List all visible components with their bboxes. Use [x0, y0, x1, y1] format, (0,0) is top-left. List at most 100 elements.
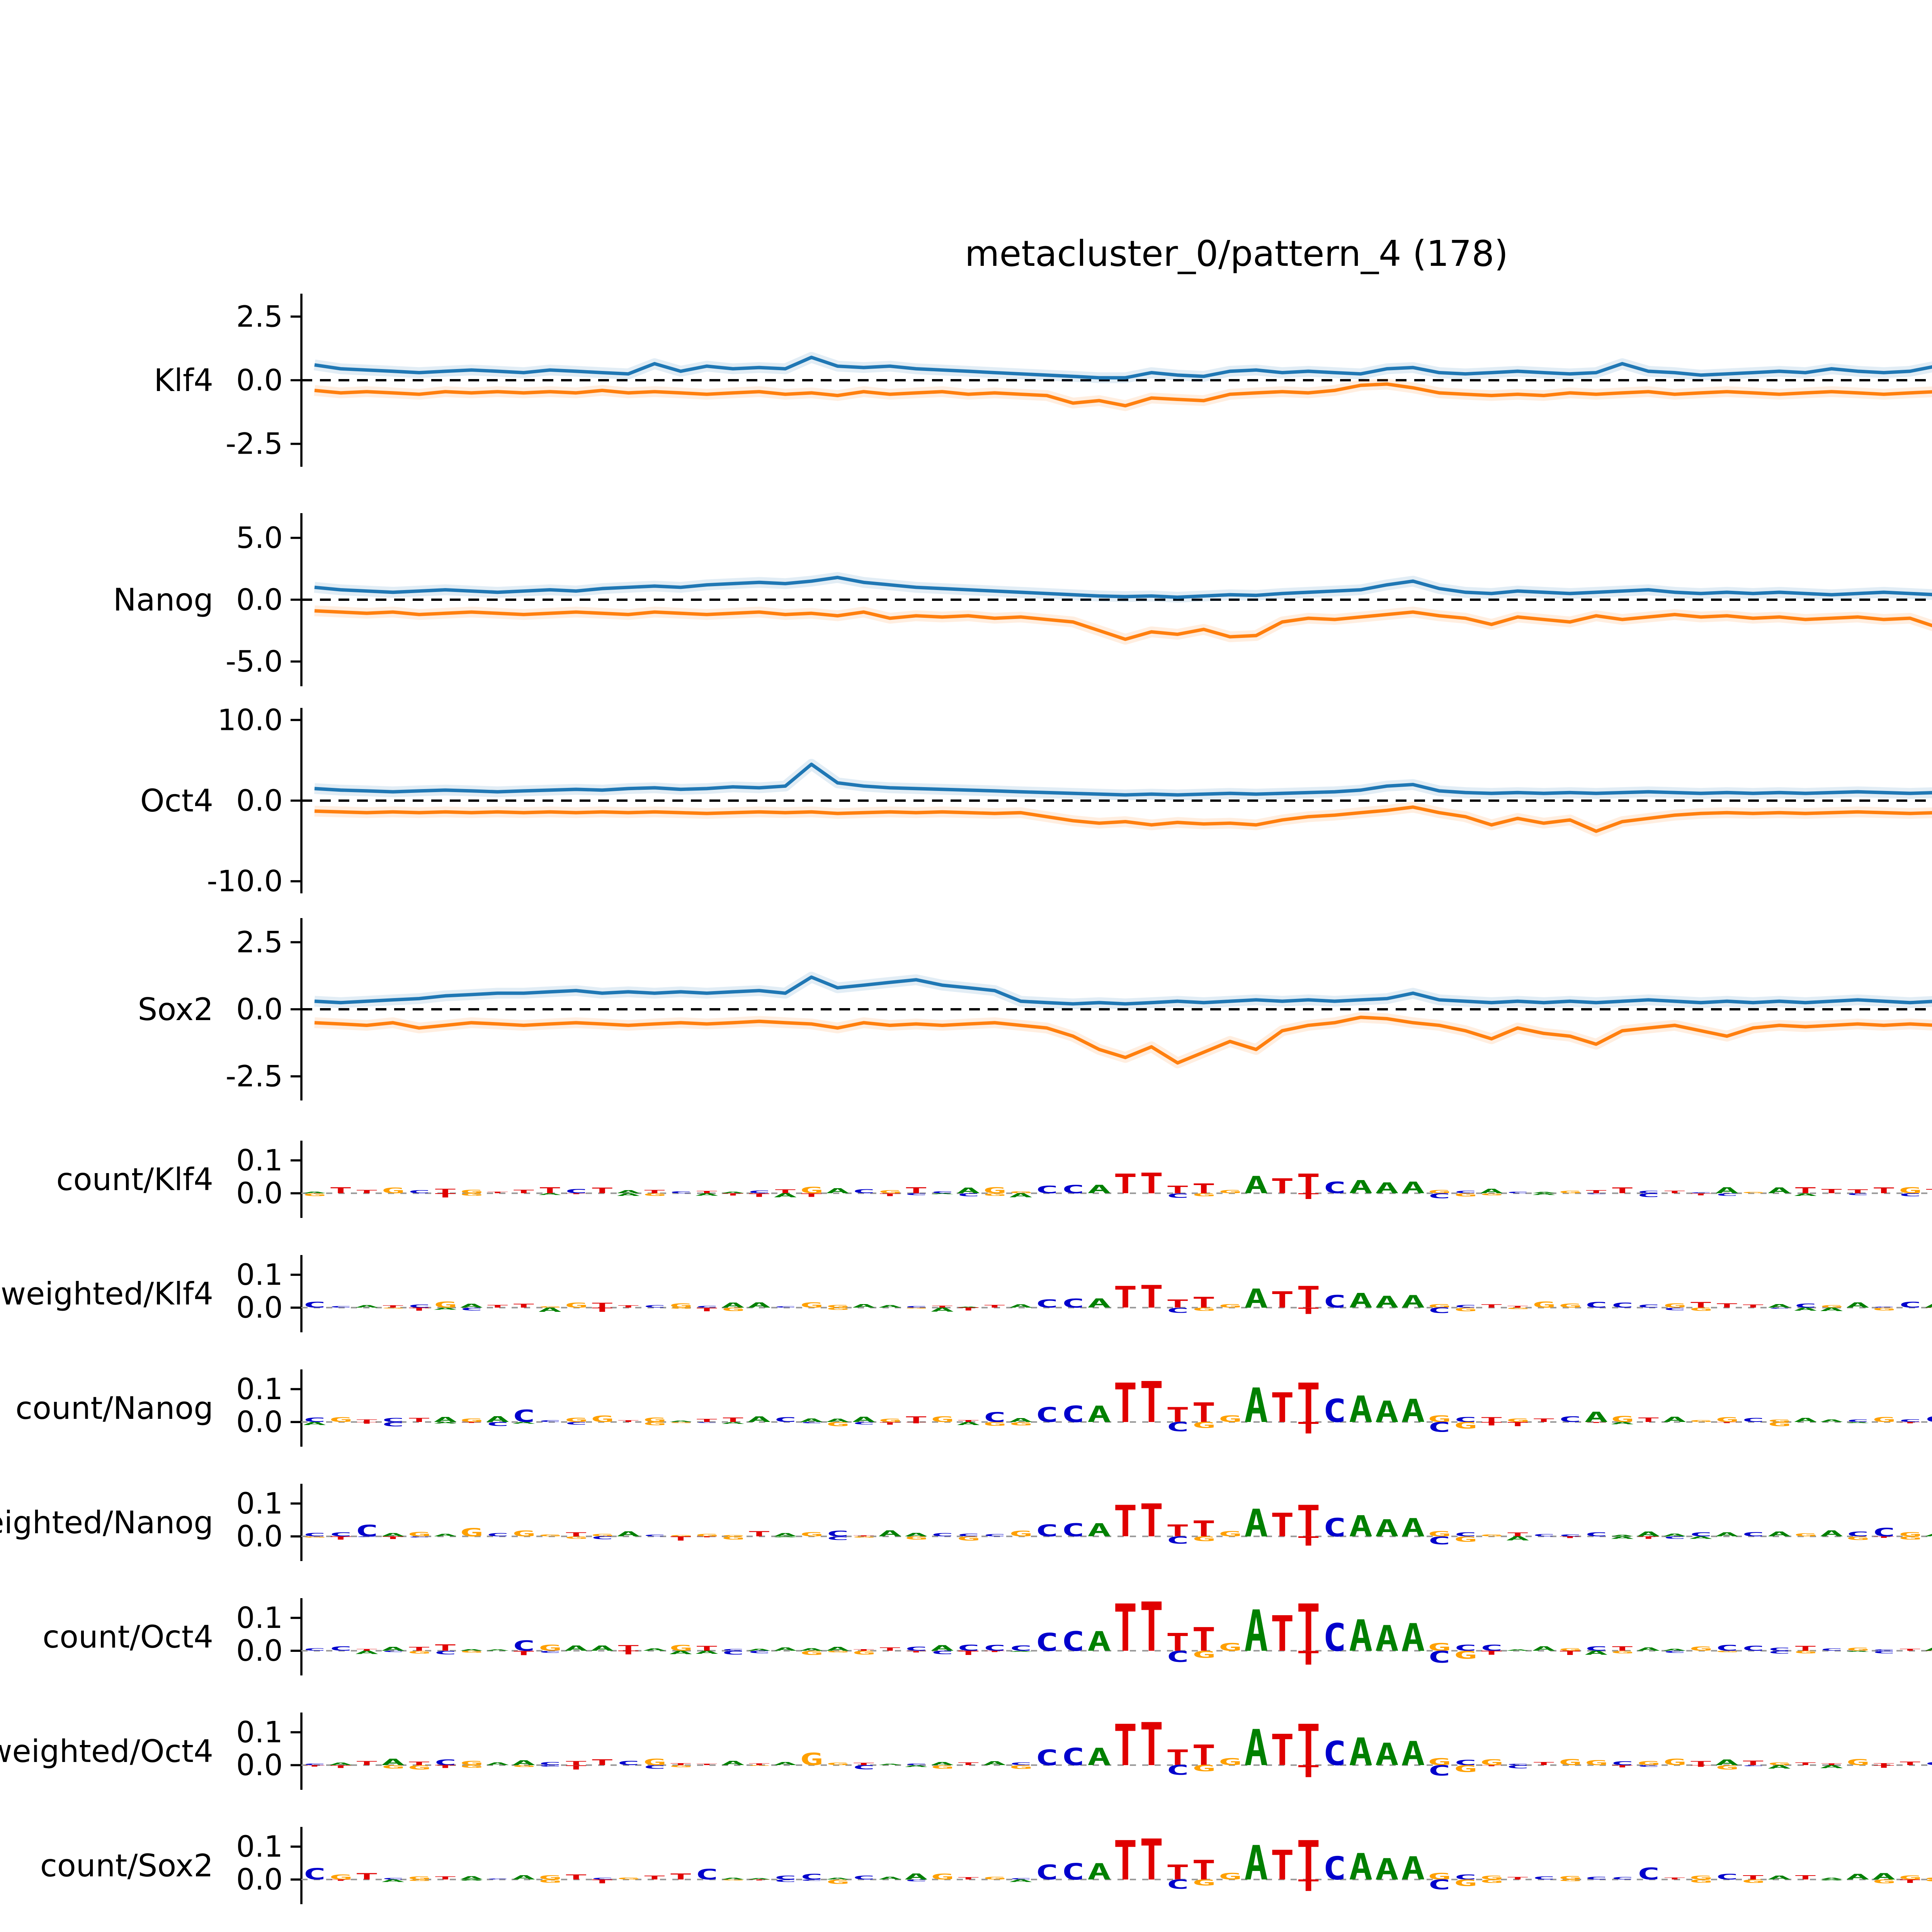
logo-letter-T: T: [1846, 1189, 1869, 1194]
logo-letter-C: C: [1035, 1522, 1059, 1541]
logo-letter-T: T: [1140, 1369, 1163, 1435]
logo-letter-A: A: [355, 1304, 379, 1309]
logo-letter-C: C: [1323, 1616, 1346, 1660]
logo-letter-A: A: [774, 1761, 797, 1766]
logo-letter-T: T: [1663, 1190, 1686, 1194]
logo-letter-G: G: [1009, 1764, 1032, 1770]
y-tick-label: 0.1: [236, 1600, 283, 1635]
logo-letter-G: G: [1924, 1877, 1932, 1880]
logo-letter-G: G: [669, 1535, 692, 1537]
logo-letter-A: A: [486, 1415, 509, 1424]
logo-letter-A: A: [1715, 1758, 1739, 1767]
panel-label: count/Klf4: [56, 1162, 213, 1197]
logo-letter-C: C: [303, 1648, 326, 1651]
logo-letter-G: G: [1218, 1530, 1242, 1538]
y-tick-label: 10.0: [218, 702, 283, 737]
logo-letter-T: T: [1192, 1181, 1216, 1197]
logo-letter-C: C: [1166, 1420, 1189, 1434]
logo-letter-G: G: [826, 1421, 849, 1428]
logo-letter-A: A: [1375, 1618, 1399, 1659]
y-tick-label: 0.0: [236, 1519, 283, 1553]
logo-letter-G: G: [1427, 1414, 1451, 1424]
y-tick-label: 0.1: [236, 1372, 283, 1406]
logo-letter-C: C: [381, 1421, 405, 1428]
logo-letter-A: A: [1663, 1533, 1686, 1537]
logo-letter-A: A: [774, 1532, 797, 1537]
logo-letter-C: C: [930, 1532, 954, 1537]
logo-letter-G: G: [1480, 1758, 1503, 1767]
logo-letter-C: C: [1454, 1190, 1477, 1194]
logo-letter-G: G: [1767, 1762, 1791, 1766]
logo-letter-C: C: [957, 1643, 980, 1653]
logo-letter-C: C: [486, 1532, 509, 1537]
logo-letter-T: T: [1532, 1761, 1556, 1766]
logo-letter-T: T: [643, 1189, 666, 1194]
logo-letter-G: G: [1009, 1421, 1032, 1427]
logo-letter-T: T: [590, 1302, 614, 1310]
logo-letter-A: A: [721, 1760, 745, 1766]
logo-letter-T: T: [1114, 1168, 1137, 1200]
y-tick-label: 0.0: [236, 1290, 283, 1325]
logo-letter-G: G: [538, 1879, 562, 1884]
logo-letter-C: C: [1663, 1307, 1686, 1311]
logo-letter-C: C: [1506, 1191, 1529, 1194]
logo-letter-G: G: [407, 1650, 431, 1655]
logo-letter-A: A: [1584, 1650, 1608, 1656]
logo-letter-T: T: [1794, 1186, 1817, 1196]
logo-panel-weighted-Nanog: 0.10.0weighted/NanogCGCTCCATGCAGCGGTGGCA…: [0, 1484, 1932, 1561]
logo-letter-A: A: [826, 1187, 849, 1195]
logo-letter-G: G: [1192, 1192, 1216, 1197]
logo-letter-A: A: [1349, 1289, 1372, 1312]
logo-letter-G: G: [800, 1301, 823, 1310]
neg-line: [314, 382, 1932, 408]
logo-letter-C: C: [1898, 1192, 1922, 1197]
logo-letter-C: C: [1323, 1393, 1346, 1430]
logo-letter-G: G: [1454, 1535, 1477, 1544]
logo-letter-C: C: [538, 1762, 562, 1766]
logo-letter-G: G: [512, 1765, 536, 1768]
logo-letter-G: G: [747, 1765, 771, 1766]
y-tick-label: 0.1: [236, 1143, 283, 1177]
y-tick-label: 5.0: [236, 520, 283, 555]
logo-letter-T: T: [878, 1647, 902, 1652]
logo-letter-A: A: [1349, 1846, 1372, 1888]
logo-letter-A: A: [878, 1876, 902, 1880]
logo-letter-C: C: [1820, 1648, 1844, 1651]
logo-letter-T: T: [1114, 1713, 1137, 1779]
logo-letter-C: C: [774, 1416, 797, 1423]
logo-letter-T: T: [590, 1307, 614, 1313]
logo-letter-G: G: [1218, 1641, 1242, 1653]
y-tick-label: 2.5: [236, 299, 283, 333]
logo-letter-A: A: [564, 1644, 588, 1653]
logo-letter-T: T: [747, 1192, 771, 1198]
logo-letter-A: A: [957, 1421, 980, 1426]
logo-letter-C: C: [904, 1193, 928, 1196]
logo-letter-C: C: [617, 1760, 640, 1767]
logo-letter-T: T: [1297, 1713, 1320, 1779]
logo-letter-A: A: [1375, 1515, 1399, 1542]
y-tick-label: -2.5: [226, 1059, 283, 1094]
logo-letter-C: C: [721, 1650, 745, 1656]
logo-letter-C: C: [407, 1304, 431, 1309]
logo-letter-T: T: [1270, 1507, 1294, 1544]
logo-letter-T: T: [355, 1872, 379, 1882]
logo-letter-T: T: [852, 1762, 876, 1766]
logo-letter-T: T: [1192, 1294, 1216, 1311]
logo-letter-G: G: [1898, 1186, 1922, 1195]
logo-letter-A: A: [1375, 1736, 1399, 1772]
logo-letter-C: C: [329, 1306, 352, 1308]
logo-letter-G: G: [1454, 1192, 1477, 1198]
panel-label: Sox2: [138, 992, 213, 1027]
logo-letter-T: T: [329, 1879, 352, 1881]
logo-letter-A: A: [1349, 1177, 1372, 1197]
logo-letter-C: C: [1427, 1192, 1451, 1200]
logo-letter-T: T: [617, 1650, 640, 1656]
logo-letter-A: A: [1846, 1422, 1869, 1423]
panel-label: weighted/Oct4: [0, 1733, 213, 1769]
logo-letter-A: A: [381, 1757, 405, 1767]
logo-letter-C: C: [1924, 1415, 1932, 1424]
logo-letter-C: C: [590, 1878, 614, 1880]
logo-letter-T: T: [1192, 1397, 1216, 1429]
logo-letter-C: C: [1009, 1878, 1032, 1880]
